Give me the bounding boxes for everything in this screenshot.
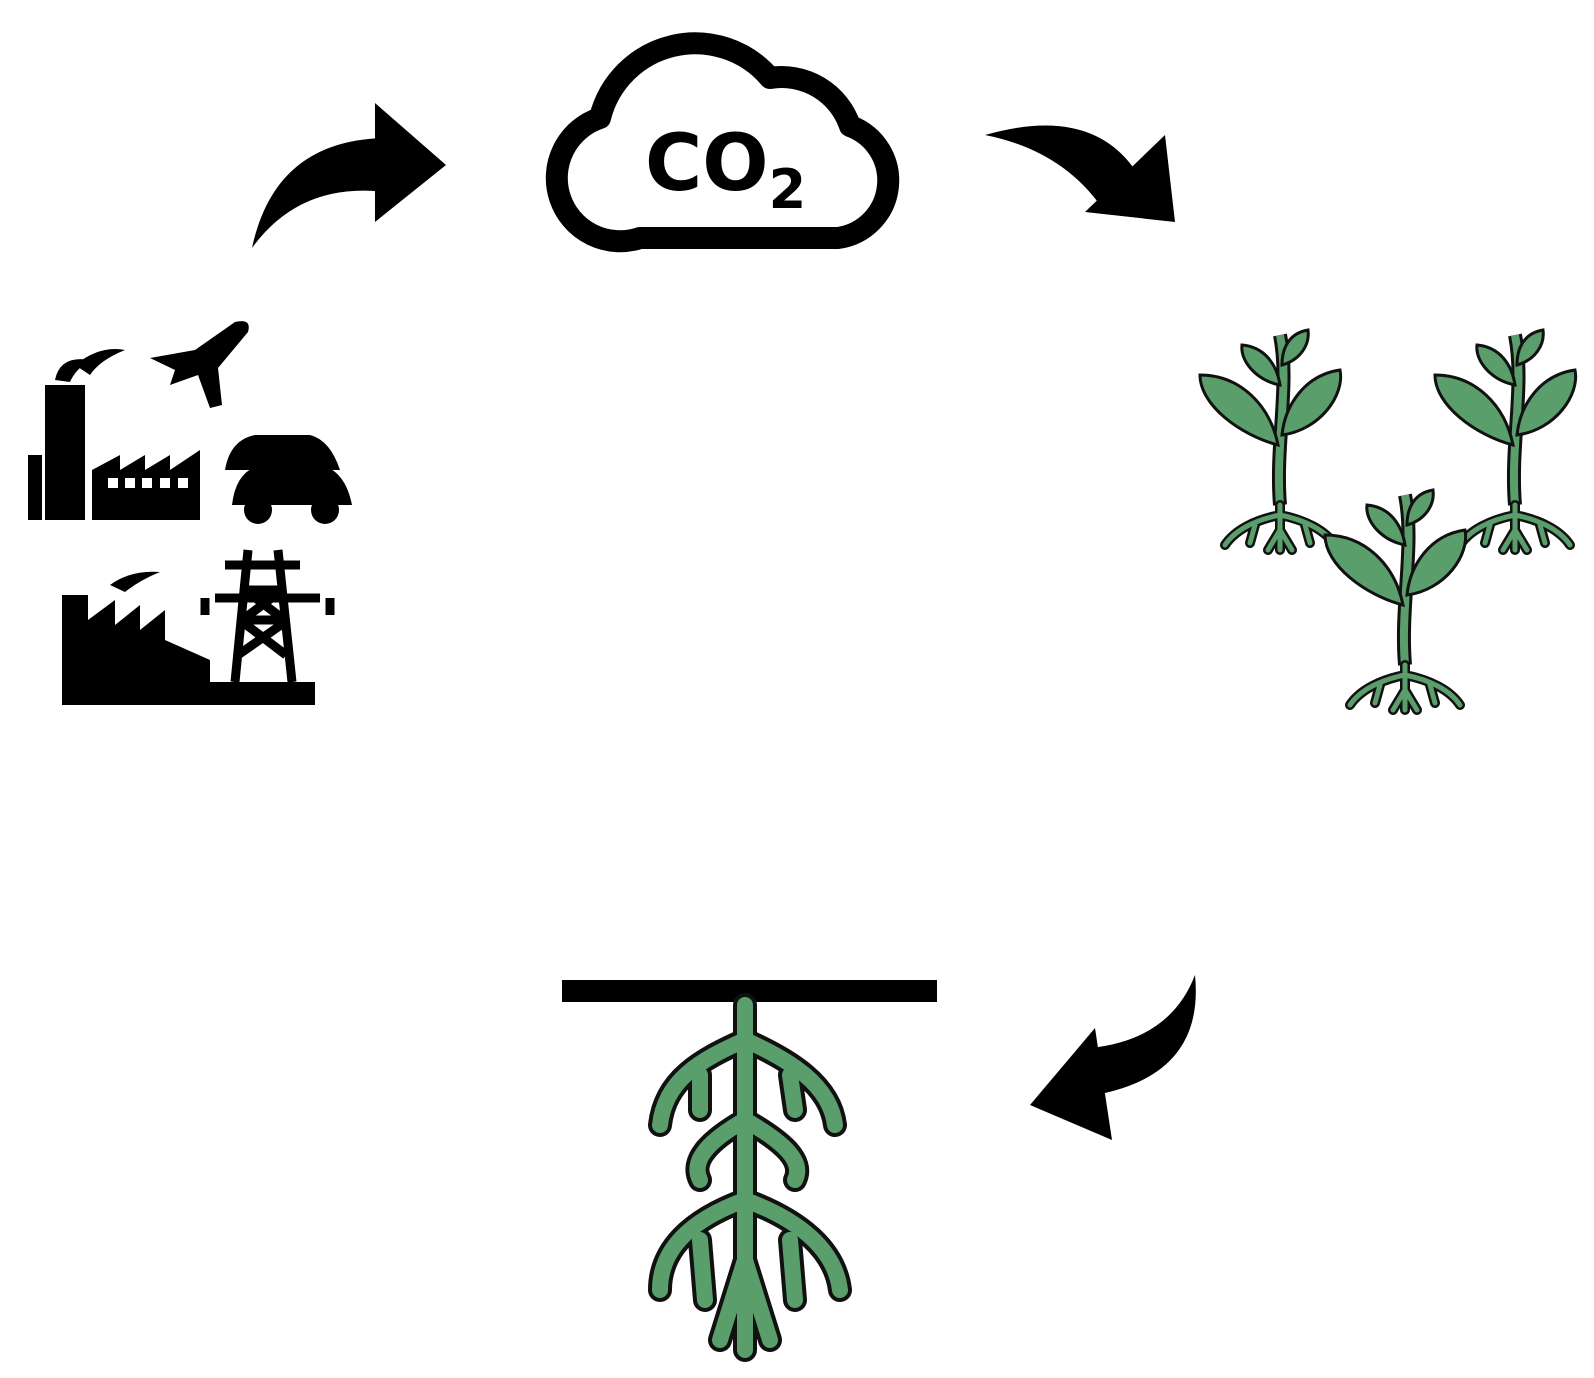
arrow-to-soil-part [1030, 1028, 1112, 1140]
page: CO2 [0, 0, 1594, 1378]
plant [1435, 330, 1576, 550]
emission-sources-part-part [235, 550, 292, 682]
carbon-cycle-diagram: CO2 [0, 0, 1594, 1378]
arrow-to-plants [985, 126, 1175, 222]
plant [1325, 490, 1466, 710]
emission-sources-part [75, 349, 125, 375]
emission-sources-part [311, 496, 339, 524]
emission-sources-part [150, 321, 249, 408]
emission-sources [28, 321, 352, 705]
subscript: 2 [769, 158, 807, 221]
emission-sources-part-part [178, 478, 188, 488]
emission-sources-part [244, 496, 272, 524]
emission-sources-part-part [125, 478, 135, 488]
emission-sources-part [205, 550, 330, 682]
arrow-to-cloud-part [375, 103, 446, 222]
emission-sources-part [28, 455, 42, 520]
arrow-to-cloud [252, 103, 446, 248]
arrow-to-cloud-part [252, 138, 385, 248]
arrow-to-soil [1030, 975, 1196, 1140]
cloud: CO2 [557, 43, 888, 241]
soil-roots [562, 980, 937, 1350]
co2-label: CO2 [645, 119, 806, 221]
arrow-to-soil-part [1090, 975, 1196, 1095]
emission-sources-part-part [160, 478, 170, 488]
emission-sources-part [110, 572, 160, 592]
formula: CO [645, 119, 769, 209]
emission-sources-part-part [108, 478, 118, 488]
plant [1200, 330, 1341, 550]
emission-sources-part-part [142, 478, 152, 488]
emission-sources-part [45, 385, 85, 520]
emission-sources-part [225, 435, 340, 470]
plants [1200, 330, 1576, 710]
